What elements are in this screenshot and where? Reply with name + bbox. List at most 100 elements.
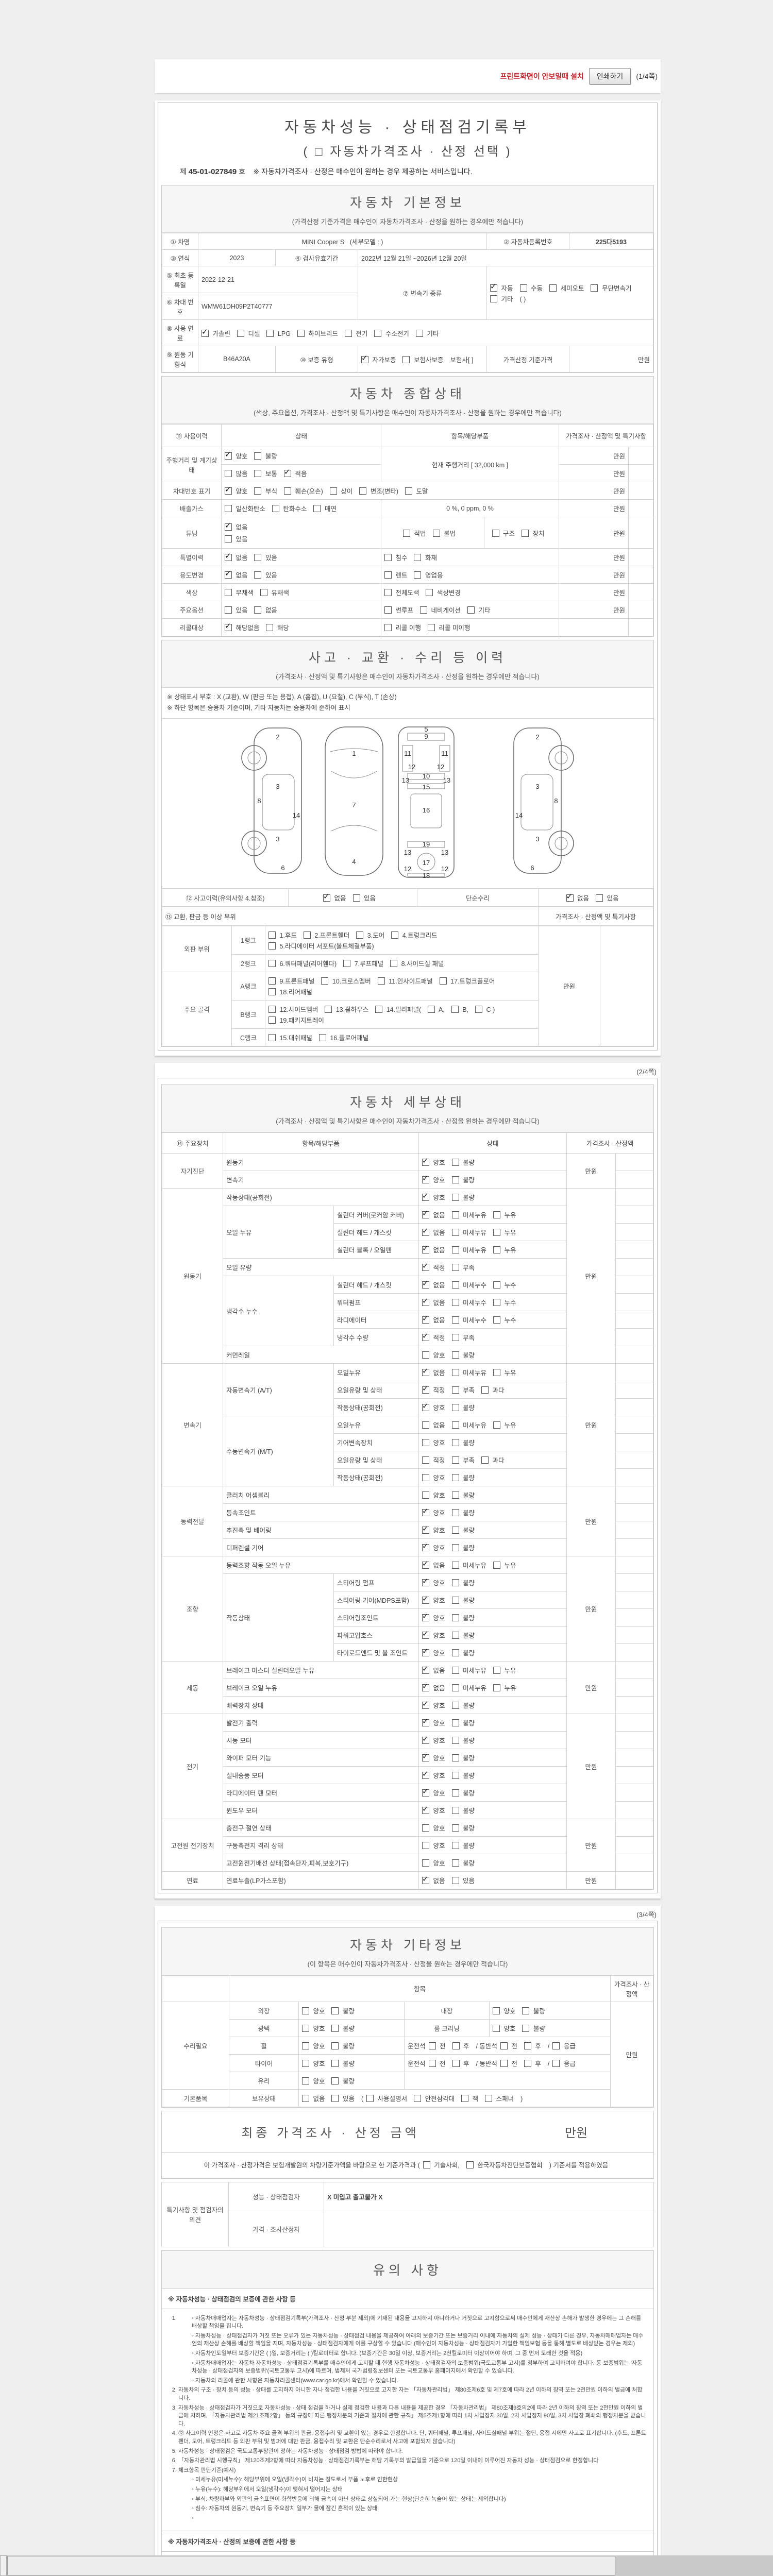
checkbox[interactable] xyxy=(451,1859,459,1867)
checkbox-option[interactable]: 17.트렁크플로어 xyxy=(439,975,495,986)
checkbox-option[interactable]: 해당 xyxy=(266,622,289,633)
checkbox[interactable] xyxy=(451,1298,459,1306)
checkbox-option[interactable]: 탄화수소 xyxy=(272,503,307,514)
checkbox-option[interactable]: 렌트 xyxy=(384,569,407,580)
checkbox[interactable] xyxy=(377,977,385,985)
checkbox[interactable] xyxy=(493,1246,500,1253)
checkbox[interactable] xyxy=(254,554,262,561)
checkbox[interactable] xyxy=(451,1614,459,1621)
checkbox[interactable] xyxy=(493,1316,500,1324)
checkbox-option[interactable]: 불량 xyxy=(451,1437,475,1448)
checkbox-option[interactable]: 미세누유 xyxy=(451,1209,486,1220)
checkbox-option[interactable]: 없음 xyxy=(422,1682,445,1693)
checkbox-option[interactable]: 양호 xyxy=(422,1629,445,1640)
checkbox[interactable] xyxy=(254,452,262,460)
checkbox[interactable] xyxy=(422,1156,430,1166)
checkbox[interactable] xyxy=(493,1298,500,1306)
checkbox[interactable] xyxy=(522,2024,530,2032)
checkbox-option[interactable]: 불량 xyxy=(331,2040,355,2051)
checkbox[interactable] xyxy=(302,2094,309,2102)
checkbox[interactable] xyxy=(451,1719,459,1726)
checkbox[interactable] xyxy=(260,589,267,596)
checkbox-option[interactable]: 과다 xyxy=(481,1454,504,1465)
checkbox-option[interactable]: 전 xyxy=(428,2040,446,2051)
checkbox-option[interactable]: 전 xyxy=(428,2058,446,2069)
checkbox[interactable] xyxy=(331,2077,339,2084)
checkbox[interactable] xyxy=(522,2007,530,2014)
checkbox[interactable] xyxy=(451,1281,459,1289)
checkbox-option[interactable]: 양호 xyxy=(422,1577,445,1588)
checkbox[interactable] xyxy=(268,942,276,950)
checkbox[interactable] xyxy=(422,1401,430,1411)
checkbox-option[interactable]: B, xyxy=(451,1005,468,1014)
checkbox-option[interactable]: 없음 xyxy=(422,1559,445,1570)
checkbox-option[interactable]: 11.인사이드패널 xyxy=(377,975,433,986)
checkbox-option[interactable]: 불량 xyxy=(254,450,277,461)
checkbox-option[interactable]: 적음 xyxy=(283,467,307,479)
checkbox[interactable] xyxy=(519,284,527,292)
checkbox-option[interactable]: 누유 xyxy=(493,1227,516,1238)
checkbox[interactable] xyxy=(225,606,232,614)
checkbox[interactable] xyxy=(422,1559,430,1569)
checkbox[interactable] xyxy=(318,1033,326,1041)
checkbox[interactable] xyxy=(414,2094,422,2102)
checkbox-option[interactable]: 잭 xyxy=(461,2093,478,2104)
checkbox[interactable] xyxy=(451,1579,459,1586)
checkbox[interactable] xyxy=(451,1666,459,1674)
checkbox[interactable] xyxy=(493,1684,500,1691)
checkbox-option[interactable]: 불량 xyxy=(331,2058,355,2069)
checkbox-option[interactable]: 양호 xyxy=(493,2023,515,2033)
checkbox[interactable] xyxy=(451,1841,459,1849)
checkbox[interactable] xyxy=(268,959,276,967)
checkbox-option[interactable]: 상이 xyxy=(329,485,352,496)
checkbox[interactable] xyxy=(352,894,360,902)
checkbox-option[interactable]: 안전삼각대 xyxy=(414,2093,455,2104)
checkbox[interactable] xyxy=(225,589,232,596)
checkbox-option[interactable]: 미세누유 xyxy=(451,1367,486,1378)
checkbox[interactable] xyxy=(451,1649,459,1656)
checkbox[interactable] xyxy=(329,487,337,495)
checkbox[interactable] xyxy=(481,1386,489,1394)
checkbox-option[interactable]: 4.트렁크리드 xyxy=(391,929,438,940)
checkbox[interactable] xyxy=(451,1211,459,1218)
checkbox-option[interactable]: 미세누유 xyxy=(451,1682,486,1693)
checkbox-option[interactable]: 양호 xyxy=(422,1489,445,1500)
checkbox[interactable] xyxy=(268,931,276,939)
checkbox[interactable] xyxy=(493,2024,500,2032)
checkbox[interactable] xyxy=(225,505,232,512)
checkbox[interactable] xyxy=(451,1228,459,1236)
checkbox-option[interactable]: 있음 xyxy=(451,1875,475,1886)
checkbox-option[interactable]: 미세누유 xyxy=(451,1227,486,1238)
checkbox[interactable] xyxy=(384,606,392,614)
checkbox[interactable] xyxy=(485,2094,493,2102)
checkbox-option[interactable]: 스패너 xyxy=(485,2093,514,2104)
checkbox-option[interactable]: 전기 xyxy=(344,328,367,338)
checkbox[interactable] xyxy=(466,2161,474,2168)
checkbox[interactable] xyxy=(423,2161,430,2168)
checkbox-option[interactable]: 불량 xyxy=(451,1805,475,1816)
checkbox-option[interactable]: 적정 xyxy=(422,1384,445,1395)
checkbox[interactable] xyxy=(439,977,447,985)
checkbox[interactable] xyxy=(422,1473,430,1481)
checkbox-option[interactable]: 장치 xyxy=(522,528,544,538)
checkbox-option[interactable]: 훼손(오손) xyxy=(283,485,323,496)
checkbox[interactable] xyxy=(524,2042,531,2049)
checkbox[interactable] xyxy=(302,2077,309,2084)
checkbox-option[interactable]: 양호 xyxy=(493,2005,515,2016)
checkbox[interactable] xyxy=(344,329,352,337)
checkbox-option[interactable]: 없음 xyxy=(422,1226,445,1238)
checkbox[interactable] xyxy=(428,2059,436,2067)
checkbox-option[interactable]: 화재 xyxy=(414,552,437,563)
checkbox[interactable] xyxy=(366,2094,374,2102)
checkbox[interactable] xyxy=(331,2094,339,2102)
checkbox[interactable] xyxy=(405,487,413,495)
checkbox-option[interactable]: 9.프론트패널 xyxy=(268,975,314,986)
checkbox[interactable] xyxy=(422,1699,430,1709)
checkbox[interactable] xyxy=(403,529,411,537)
checkbox-option[interactable]: 보통 xyxy=(254,468,277,479)
checkbox[interactable] xyxy=(422,1261,430,1271)
checkbox[interactable] xyxy=(427,624,435,631)
checkbox[interactable] xyxy=(325,1005,332,1013)
checkbox[interactable] xyxy=(422,1314,430,1324)
checkbox-option[interactable]: 부식 xyxy=(254,485,277,496)
